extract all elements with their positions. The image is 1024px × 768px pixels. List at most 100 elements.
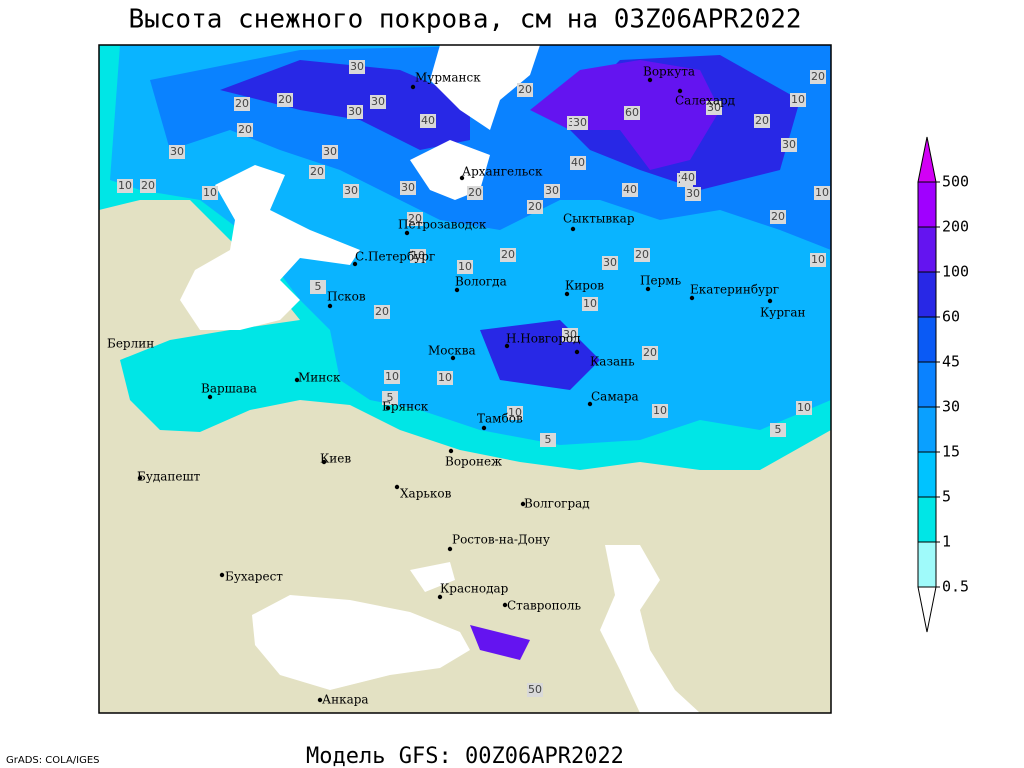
city-dot xyxy=(481,425,487,431)
legend-label: 200 xyxy=(942,218,969,236)
sea-baltic xyxy=(180,165,360,330)
sea-azov xyxy=(410,562,455,592)
contour-label-bg xyxy=(680,171,696,185)
city-dot xyxy=(520,501,526,507)
contour-label: 10 xyxy=(458,260,472,273)
contour-label: 10 xyxy=(411,249,425,262)
contour-label: 20 xyxy=(310,165,324,178)
legend-label: 5 xyxy=(942,488,951,506)
city-label: Архангельск xyxy=(462,165,543,179)
legend-high xyxy=(917,136,937,183)
contour-label: 30 xyxy=(170,145,184,158)
contour-label: 20 xyxy=(238,123,252,136)
labels: 3030203030203030402020101020303020202060… xyxy=(107,60,830,707)
city-label: С.Петербург xyxy=(355,250,435,264)
city-dot xyxy=(459,175,465,181)
contour-label: 40 xyxy=(681,171,695,184)
contour-label-bg xyxy=(507,406,523,420)
contour-label: 30 xyxy=(686,187,700,200)
city-label: Будапешт xyxy=(137,470,201,484)
contour-label-bg xyxy=(634,248,650,262)
legend-label: 15 xyxy=(942,443,960,461)
contour-label-bg xyxy=(202,186,218,200)
city-dot xyxy=(404,230,410,236)
legend-box xyxy=(917,406,937,453)
contour-label: 20 xyxy=(141,179,155,192)
city-label: Самара xyxy=(591,390,639,404)
legend-label: 0.5 xyxy=(942,578,969,596)
city-dot xyxy=(587,401,593,407)
city-label: Пермь xyxy=(640,274,682,288)
contour-label: 30 xyxy=(401,181,415,194)
city-dot xyxy=(447,546,453,552)
contour-label: 10 xyxy=(203,186,217,199)
contour-label-bg xyxy=(562,328,578,342)
contour-label: 20 xyxy=(235,97,249,110)
city-label: Н.Новгород xyxy=(506,332,581,346)
city-dot xyxy=(564,291,570,297)
contour-label: 40 xyxy=(623,183,637,196)
city-label: Псков xyxy=(327,290,366,304)
contour-label: 30 xyxy=(563,328,577,341)
city-dot xyxy=(767,298,773,304)
contour-label-bg xyxy=(347,105,363,119)
legend-label: 45 xyxy=(942,353,960,371)
contour-label: 20 xyxy=(811,70,825,83)
contour-label: 20 xyxy=(528,200,542,213)
city-label: Бухарест xyxy=(225,570,283,584)
sea-black xyxy=(252,595,470,690)
contour-label: 30 xyxy=(545,184,559,197)
legend-label: 60 xyxy=(942,308,960,326)
contour-label: 20 xyxy=(468,186,482,199)
contour-label: 30 xyxy=(348,105,362,118)
contour-label: 30 xyxy=(371,95,385,108)
city-label: Мурманск xyxy=(415,71,481,85)
snow-purple xyxy=(470,60,720,660)
contour-label-bg xyxy=(796,401,812,415)
contour-label-bg xyxy=(437,371,453,385)
contour-label-bg xyxy=(234,97,250,111)
contour-label-bg xyxy=(642,346,658,360)
legend-box xyxy=(917,361,937,408)
contour-label-bg xyxy=(370,95,386,109)
city-label: Анкара xyxy=(322,693,369,707)
legend-box xyxy=(917,181,937,228)
contour-label: 30 xyxy=(323,145,337,158)
contour-label-bg xyxy=(349,60,365,74)
contour-label: 20 xyxy=(501,248,515,261)
city-dot xyxy=(410,84,416,90)
city-dot xyxy=(454,287,460,293)
legend-box xyxy=(917,316,937,363)
legend-label: 30 xyxy=(942,398,960,416)
contour-label-bg xyxy=(310,280,326,294)
contour-label-bg xyxy=(400,181,416,195)
city-dot xyxy=(437,594,443,600)
contour-label: 5 xyxy=(315,280,322,293)
city-label: Минск xyxy=(298,371,341,385)
city-label: Берлин xyxy=(107,337,154,351)
city-label: Волгоград xyxy=(524,497,590,511)
city-label: Киров xyxy=(565,279,604,293)
contour-label: 20 xyxy=(635,248,649,261)
city-label: Петрозаводск xyxy=(398,218,487,232)
contour-label: 5 xyxy=(775,423,782,436)
contour-label: 10 xyxy=(811,253,825,266)
contour-label-bg xyxy=(527,200,543,214)
contour-label-bg xyxy=(467,186,483,200)
city-label: Тамбов xyxy=(477,412,523,426)
contour-label: 5 xyxy=(387,391,394,404)
city-label: Сыктывкар xyxy=(563,212,635,226)
contour-label: 20 xyxy=(408,212,422,225)
city-label: Харьков xyxy=(400,487,452,501)
contour-label: 5 xyxy=(545,433,552,446)
contour-label: 60 xyxy=(625,106,639,119)
contour-label-bg xyxy=(117,179,133,193)
contour-label-bg xyxy=(410,249,426,263)
city-label: Казань xyxy=(590,355,635,369)
contour-label: 40 xyxy=(421,114,435,127)
contour-label: 50 xyxy=(528,683,542,696)
city-dot xyxy=(352,261,358,267)
contour-label-bg xyxy=(624,106,640,120)
contour-label-bg xyxy=(420,114,436,128)
